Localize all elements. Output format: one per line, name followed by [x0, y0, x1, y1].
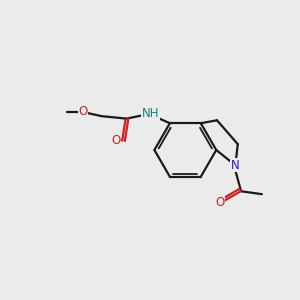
Text: O: O	[78, 105, 87, 118]
Text: NH: NH	[142, 107, 160, 120]
Text: O: O	[111, 134, 120, 146]
Text: O: O	[215, 196, 225, 208]
Text: N: N	[231, 159, 240, 172]
